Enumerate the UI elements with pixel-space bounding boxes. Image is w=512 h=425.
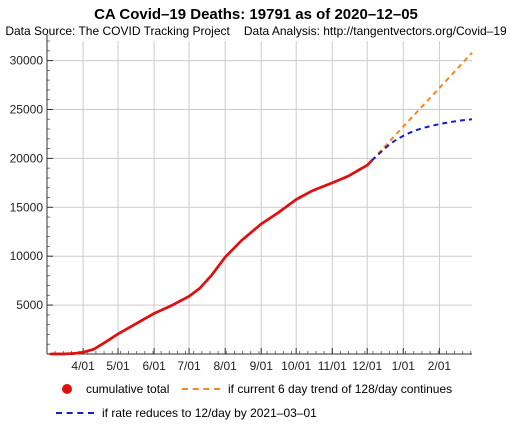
x-tick-label: 11/01 [318,359,347,373]
y-tick-label: 5000 [16,298,43,312]
x-tick-label: 10/01 [281,359,311,373]
y-tick-label: 25000 [10,102,44,116]
legend-item-reduced: if rate reduces to 12/day by 2021–03–01 [56,406,317,420]
legend-item-cumulative: cumulative total [62,382,169,396]
x-tick-label: 7/01 [177,359,201,373]
blue-dash-icon [56,412,94,414]
x-tick-label: 9/01 [250,359,274,373]
series-cumulative-line [50,159,373,356]
legend-item-trend: if current 6 day trend of 128/day contin… [182,382,452,396]
y-tick-label: 30000 [10,54,44,68]
chart-subtitle: Data Source: The COVID Tracking Project D… [0,24,512,38]
chart-title: CA Covid–19 Deaths: 19791 as of 2020–12–… [94,6,418,23]
x-tick-label: 2/01 [428,359,452,373]
y-tick-label: 20000 [10,151,44,165]
legend-label-trend: if current 6 day trend of 128/day contin… [228,382,453,396]
x-tick-label: 6/01 [142,359,166,373]
x-tick-label: 4/01 [71,359,95,373]
series-reduced-line [371,118,473,162]
series-trend-line [371,52,473,162]
data-source-text: Data Source: The COVID Tracking Project [5,24,230,38]
x-tick-label: 1/01 [392,359,416,373]
x-tick-label: 8/01 [213,359,237,373]
orange-dash-icon [182,388,220,390]
x-tick-label: 5/01 [106,359,130,373]
data-analysis-text: Data Analysis: http://tangentvectors.org… [243,24,507,38]
y-tick-label: 15000 [10,200,44,214]
x-tick-label: 12/01 [352,359,382,373]
red-dot-icon [62,384,72,394]
legend-label-reduced: if rate reduces to 12/day by 2021–03–01 [102,406,317,420]
y-tick-label: 10000 [10,249,44,263]
legend-label-cumulative: cumulative total [86,382,170,396]
